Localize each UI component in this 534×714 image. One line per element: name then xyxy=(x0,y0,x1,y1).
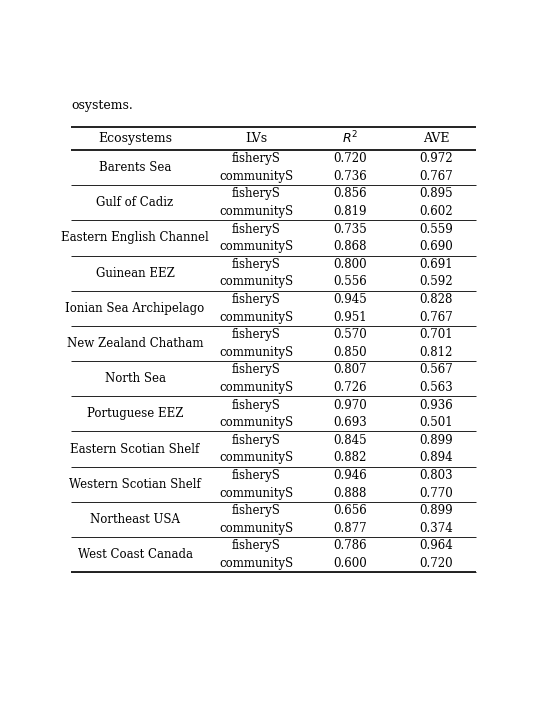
Text: AVE: AVE xyxy=(423,132,450,145)
Text: 0.656: 0.656 xyxy=(333,504,367,517)
Text: 0.803: 0.803 xyxy=(419,469,453,482)
Text: Eastern English Channel: Eastern English Channel xyxy=(61,231,209,244)
Text: Ecosystems: Ecosystems xyxy=(98,132,172,145)
Text: 0.819: 0.819 xyxy=(334,205,367,218)
Text: fisheryS: fisheryS xyxy=(232,398,280,411)
Text: communityS: communityS xyxy=(219,381,293,394)
Text: fisheryS: fisheryS xyxy=(232,258,280,271)
Text: 0.563: 0.563 xyxy=(419,381,453,394)
Text: Ionian Sea Archipelago: Ionian Sea Archipelago xyxy=(65,302,205,315)
Text: $R^2$: $R^2$ xyxy=(342,130,358,147)
Text: communityS: communityS xyxy=(219,522,293,535)
Text: 0.807: 0.807 xyxy=(333,363,367,376)
Text: 0.899: 0.899 xyxy=(419,504,453,517)
Text: 0.701: 0.701 xyxy=(419,328,453,341)
Text: communityS: communityS xyxy=(219,276,293,288)
Text: fisheryS: fisheryS xyxy=(232,434,280,447)
Text: communityS: communityS xyxy=(219,416,293,429)
Text: 0.882: 0.882 xyxy=(334,451,367,464)
Text: communityS: communityS xyxy=(219,205,293,218)
Text: North Sea: North Sea xyxy=(105,372,166,386)
Text: New Zealand Chatham: New Zealand Chatham xyxy=(67,337,203,350)
Text: 0.850: 0.850 xyxy=(333,346,367,359)
Text: 0.812: 0.812 xyxy=(419,346,453,359)
Text: 0.556: 0.556 xyxy=(333,276,367,288)
Text: Guinean EEZ: Guinean EEZ xyxy=(96,266,175,280)
Text: fisheryS: fisheryS xyxy=(232,363,280,376)
Text: communityS: communityS xyxy=(219,557,293,570)
Text: fisheryS: fisheryS xyxy=(232,152,280,166)
Text: communityS: communityS xyxy=(219,486,293,500)
Text: 0.786: 0.786 xyxy=(333,539,367,553)
Text: 0.946: 0.946 xyxy=(333,469,367,482)
Text: communityS: communityS xyxy=(219,241,293,253)
Text: 0.602: 0.602 xyxy=(419,205,453,218)
Text: 0.770: 0.770 xyxy=(419,486,453,500)
Text: 0.735: 0.735 xyxy=(333,223,367,236)
Text: 0.693: 0.693 xyxy=(333,416,367,429)
Text: 0.951: 0.951 xyxy=(333,311,367,323)
Text: 0.374: 0.374 xyxy=(419,522,453,535)
Text: 0.570: 0.570 xyxy=(333,328,367,341)
Text: 0.888: 0.888 xyxy=(334,486,367,500)
Text: 0.868: 0.868 xyxy=(334,241,367,253)
Text: communityS: communityS xyxy=(219,451,293,464)
Text: 0.736: 0.736 xyxy=(333,170,367,183)
Text: 0.936: 0.936 xyxy=(419,398,453,411)
Text: 0.720: 0.720 xyxy=(419,557,453,570)
Text: West Coast Canada: West Coast Canada xyxy=(77,548,193,561)
Text: 0.726: 0.726 xyxy=(333,381,367,394)
Text: 0.592: 0.592 xyxy=(419,276,453,288)
Text: LVs: LVs xyxy=(245,132,267,145)
Text: Western Scotian Shelf: Western Scotian Shelf xyxy=(69,478,201,491)
Text: 0.970: 0.970 xyxy=(333,398,367,411)
Text: 0.800: 0.800 xyxy=(333,258,367,271)
Text: 0.567: 0.567 xyxy=(419,363,453,376)
Text: Gulf of Cadiz: Gulf of Cadiz xyxy=(97,196,174,209)
Text: communityS: communityS xyxy=(219,311,293,323)
Text: 0.690: 0.690 xyxy=(419,241,453,253)
Text: fisheryS: fisheryS xyxy=(232,293,280,306)
Text: Portuguese EEZ: Portuguese EEZ xyxy=(87,408,183,421)
Text: 0.894: 0.894 xyxy=(419,451,453,464)
Text: 0.691: 0.691 xyxy=(419,258,453,271)
Text: osystems.: osystems. xyxy=(71,99,132,112)
Text: 0.895: 0.895 xyxy=(419,188,453,201)
Text: communityS: communityS xyxy=(219,346,293,359)
Text: 0.964: 0.964 xyxy=(419,539,453,553)
Text: communityS: communityS xyxy=(219,170,293,183)
Text: 0.767: 0.767 xyxy=(419,311,453,323)
Text: 0.501: 0.501 xyxy=(419,416,453,429)
Text: 0.845: 0.845 xyxy=(333,434,367,447)
Text: 0.877: 0.877 xyxy=(333,522,367,535)
Text: Barents Sea: Barents Sea xyxy=(99,161,171,174)
Text: Eastern Scotian Shelf: Eastern Scotian Shelf xyxy=(70,443,200,456)
Text: 0.767: 0.767 xyxy=(419,170,453,183)
Text: 0.600: 0.600 xyxy=(333,557,367,570)
Text: 0.559: 0.559 xyxy=(419,223,453,236)
Text: 0.856: 0.856 xyxy=(333,188,367,201)
Text: 0.945: 0.945 xyxy=(333,293,367,306)
Text: fisheryS: fisheryS xyxy=(232,504,280,517)
Text: fisheryS: fisheryS xyxy=(232,469,280,482)
Text: fisheryS: fisheryS xyxy=(232,539,280,553)
Text: fisheryS: fisheryS xyxy=(232,328,280,341)
Text: 0.972: 0.972 xyxy=(419,152,453,166)
Text: fisheryS: fisheryS xyxy=(232,223,280,236)
Text: fisheryS: fisheryS xyxy=(232,188,280,201)
Text: Northeast USA: Northeast USA xyxy=(90,513,180,526)
Text: 0.828: 0.828 xyxy=(419,293,453,306)
Text: 0.899: 0.899 xyxy=(419,434,453,447)
Text: 0.720: 0.720 xyxy=(333,152,367,166)
